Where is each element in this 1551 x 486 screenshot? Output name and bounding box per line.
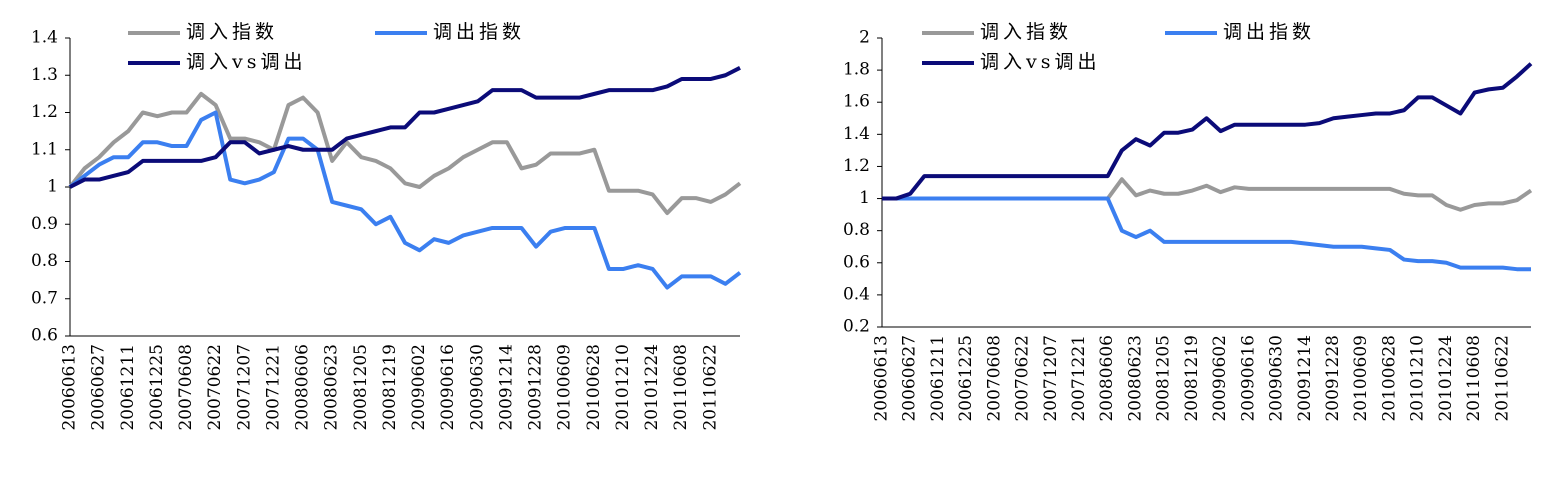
x-tick-label: 20091228 [526,344,546,431]
x-tick-label: 20061225 [147,344,167,431]
x-tick-label: 20081205 [1154,335,1174,422]
legend-label: 调入指数 [186,21,278,43]
y-tick-label: 0.2 [843,317,870,337]
x-tick-label: 20090616 [438,344,458,431]
series-line [882,62,1533,201]
x-tick-label: 20080606 [1097,335,1117,422]
x-tick-label: 20100628 [584,344,604,431]
x-tick-label: 20081219 [1182,335,1202,422]
x-tick-label: 20081205 [351,344,371,431]
x-tick-label: 20091228 [1323,335,1343,422]
y-tick-label: 1.8 [843,60,870,80]
x-tick-label: 20090602 [1210,335,1230,422]
legend-label: 调出指数 [1223,21,1315,43]
x-tick-label: 20100628 [1379,335,1399,422]
x-tick-label: 20110622 [700,344,720,431]
series-line [68,91,742,216]
y-tick-label: 1.1 [31,139,58,159]
x-tick-label: 20060613 [60,344,80,431]
y-tick-label: 0.7 [31,288,58,308]
series-line [882,177,1533,212]
x-tick-label: 20101224 [642,344,662,431]
x-tick-label: 20101210 [1408,335,1428,422]
y-tick-label: 1 [47,177,58,197]
y-tick-label: 0.9 [31,214,58,234]
x-tick-label: 20090630 [1267,335,1287,422]
legend-label: 调入vs调出 [186,51,307,73]
x-tick-label: 20080606 [293,344,313,431]
x-tick-label: 20070608 [176,344,196,431]
x-tick-label: 20071221 [263,344,283,431]
x-tick-label: 20091214 [1295,335,1315,422]
series-line [68,110,742,290]
x-tick-label: 20091214 [496,344,516,431]
x-tick-label: 20110608 [1464,335,1484,422]
y-tick-label: 1.2 [31,102,58,122]
y-tick-label: 1.4 [31,28,58,48]
x-tick-label: 20080623 [322,344,342,431]
x-tick-label: 20070622 [1013,335,1033,422]
x-tick-label: 20071207 [234,344,254,431]
x-tick-label: 20061225 [956,335,976,422]
y-tick-label: 0.8 [31,251,58,271]
x-tick-label: 20110608 [671,344,691,431]
y-tick-label: 1 [859,188,870,208]
y-tick-label: 0.4 [843,284,870,304]
y-tick-label: 0.8 [843,220,870,240]
x-tick-label: 20090616 [1238,335,1258,422]
x-tick-label: 20061211 [118,344,138,431]
x-tick-label: 20070608 [984,335,1004,422]
y-tick-label: 1.3 [31,65,58,85]
x-tick-label: 20101210 [613,344,633,431]
y-tick-label: 0.6 [843,252,870,272]
series-line [69,66,741,189]
x-tick-label: 20080623 [1125,335,1145,422]
x-tick-label: 20110622 [1492,335,1512,422]
x-tick-label: 20101224 [1436,335,1456,422]
legend-label: 调入指数 [980,21,1072,43]
x-tick-label: 20060627 [89,344,109,431]
x-tick-label: 20070622 [205,344,225,431]
x-tick-label: 20071221 [1069,335,1089,422]
y-tick-label: 0.6 [31,326,58,346]
y-tick-label: 1.4 [843,124,870,144]
legend-label: 调入vs调出 [980,51,1101,73]
x-tick-label: 20061211 [928,335,948,422]
y-tick-label: 1.6 [843,92,870,112]
x-tick-label: 20060613 [872,335,892,422]
y-tick-label: 1.2 [843,156,870,176]
x-tick-label: 20071207 [1041,335,1061,422]
x-tick-label: 20090630 [467,344,487,431]
x-tick-label: 20081219 [380,344,400,431]
x-tick-label: 20060627 [900,335,920,422]
series-line [882,196,1531,272]
x-tick-label: 20090602 [409,344,429,431]
x-tick-label: 20100609 [1351,335,1371,422]
x-tick-label: 20100609 [555,344,575,431]
y-tick-label: 2 [859,28,870,48]
legend-label: 调出指数 [433,21,525,43]
